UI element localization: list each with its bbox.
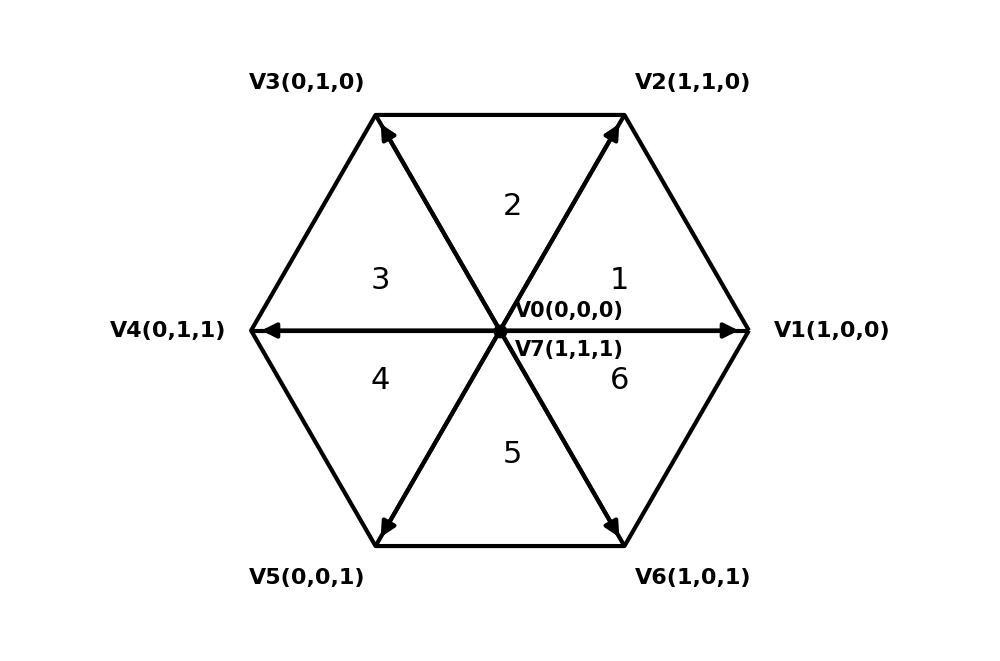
Text: 1: 1 [610,266,629,295]
Text: 2: 2 [503,192,522,221]
Text: 3: 3 [371,266,390,295]
Text: V5(0,0,1): V5(0,0,1) [249,568,366,588]
Text: V0(0,0,0): V0(0,0,0) [515,301,624,321]
Text: V3(0,1,0): V3(0,1,0) [249,73,366,93]
Text: 5: 5 [503,440,522,469]
Text: V7(1,1,1): V7(1,1,1) [515,340,624,360]
Text: V1(1,0,0): V1(1,0,0) [774,321,890,340]
Text: V6(1,0,1): V6(1,0,1) [634,568,751,588]
Text: V4(0,1,1): V4(0,1,1) [110,321,226,340]
Text: V2(1,1,0): V2(1,1,0) [634,73,751,93]
Text: 4: 4 [371,366,390,395]
Text: 6: 6 [610,366,629,395]
